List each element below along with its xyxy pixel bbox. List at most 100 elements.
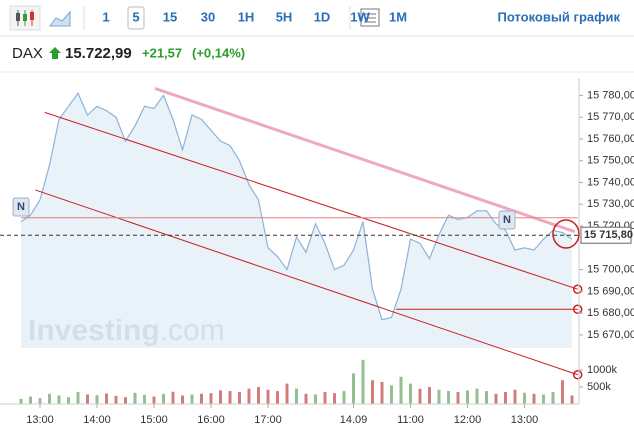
volume-bar bbox=[485, 391, 488, 404]
news-marker-label[interactable]: N bbox=[503, 214, 511, 226]
volume-bar bbox=[304, 393, 308, 404]
volume-bar bbox=[380, 381, 384, 404]
volume-bar bbox=[437, 389, 441, 404]
price: 15.722,99 bbox=[65, 45, 132, 62]
volume-bar bbox=[295, 388, 298, 404]
x-tick-label: 17:00 bbox=[254, 414, 282, 426]
table-icon[interactable] bbox=[360, 8, 380, 27]
volume-bar bbox=[266, 389, 270, 404]
volume-bar bbox=[285, 383, 289, 404]
trendline-end bbox=[572, 284, 583, 294]
y-tick-label: 15 780,00 bbox=[587, 89, 634, 101]
y-tick-label: 15 740,00 bbox=[587, 176, 634, 188]
interval-button[interactable]: 5H bbox=[276, 9, 293, 24]
trendline bbox=[154, 87, 576, 234]
volume-bar bbox=[399, 376, 403, 404]
volume-bar bbox=[542, 394, 545, 404]
volume-bar bbox=[247, 388, 251, 404]
x-tick-label: 12:00 bbox=[454, 414, 482, 426]
streaming-link[interactable]: Потоковый график bbox=[497, 9, 620, 24]
volume-bar bbox=[105, 393, 108, 404]
interval-button[interactable]: 1H bbox=[238, 9, 255, 24]
x-tick-label: 13:00 bbox=[26, 414, 54, 426]
x-tick-label: 14:00 bbox=[83, 414, 111, 426]
trendline-end bbox=[572, 370, 583, 380]
volume-bar bbox=[532, 393, 536, 404]
interval-button[interactable]: 5 bbox=[132, 9, 139, 24]
volume-bar bbox=[513, 389, 517, 404]
y-tick-label: 15 700,00 bbox=[587, 264, 634, 276]
volume-bar bbox=[276, 391, 279, 404]
volume-bar bbox=[456, 392, 460, 404]
y-tick-label: 15 770,00 bbox=[587, 111, 634, 123]
volume-bar bbox=[48, 393, 51, 404]
trendline bbox=[44, 111, 578, 290]
volume-bar bbox=[475, 388, 479, 404]
interval-button[interactable]: 1W bbox=[350, 9, 370, 24]
current-price-box bbox=[580, 226, 632, 244]
change-percent: (+0,14%) bbox=[192, 45, 245, 60]
x-tick-label: 15:00 bbox=[140, 414, 168, 426]
volume-bar bbox=[352, 373, 355, 404]
interval-button[interactable]: 1 bbox=[102, 9, 109, 24]
volume-bar bbox=[219, 390, 222, 404]
volume-bar bbox=[67, 397, 70, 404]
volume-bar bbox=[29, 396, 32, 404]
interval-button[interactable]: 1D bbox=[314, 9, 331, 24]
volume-bar bbox=[390, 385, 393, 404]
volume-bar bbox=[152, 396, 156, 404]
selected-interval bbox=[127, 6, 145, 30]
price-line bbox=[20, 92, 573, 321]
volume-bar bbox=[494, 393, 498, 404]
volume-bar bbox=[314, 394, 317, 404]
volume-bar bbox=[190, 394, 194, 404]
symbol: DAX bbox=[12, 45, 43, 62]
volume-bar bbox=[57, 395, 61, 404]
volume-bar bbox=[551, 392, 555, 404]
volume-bar bbox=[76, 392, 80, 404]
y-tick-label: 15 760,00 bbox=[587, 133, 634, 145]
interval-button[interactable]: 15 bbox=[163, 9, 177, 24]
x-tick-label: 16:00 bbox=[197, 414, 225, 426]
volume-bar bbox=[124, 397, 127, 404]
volume-bar bbox=[228, 391, 232, 404]
volume-bar bbox=[333, 393, 336, 404]
volume-bar bbox=[466, 390, 469, 404]
y-tick-label: 15 690,00 bbox=[587, 285, 634, 297]
area-icon[interactable] bbox=[49, 10, 71, 27]
volume-bar bbox=[181, 395, 184, 404]
change: +21,57 bbox=[142, 45, 182, 60]
volume-bar bbox=[86, 394, 89, 404]
interval-button[interactable]: 1M bbox=[389, 9, 407, 24]
volume-bar bbox=[523, 392, 526, 404]
volume-bar bbox=[143, 394, 146, 404]
volume-bar bbox=[428, 387, 431, 404]
volume-bar bbox=[114, 395, 118, 404]
volume-bar bbox=[409, 383, 412, 404]
current-price-label: 15 715,80 bbox=[584, 229, 633, 241]
up-arrow bbox=[49, 47, 61, 59]
volume-bar bbox=[257, 387, 260, 404]
y-tick-label: 15 680,00 bbox=[587, 307, 634, 319]
news-marker-label[interactable]: N bbox=[17, 201, 25, 213]
volume-bar bbox=[447, 391, 450, 404]
volume-bar bbox=[342, 391, 346, 404]
y2-tick-label: 1000k bbox=[587, 364, 617, 376]
volume-bar bbox=[162, 393, 165, 404]
interval-button[interactable]: 30 bbox=[201, 9, 215, 24]
volume-bar bbox=[418, 388, 422, 404]
news-marker[interactable] bbox=[12, 197, 30, 217]
price-area bbox=[21, 93, 572, 348]
news-marker[interactable] bbox=[498, 210, 516, 230]
y-tick-label: 15 670,00 bbox=[587, 329, 634, 341]
volume-bar bbox=[361, 359, 365, 404]
volume-bar bbox=[171, 391, 175, 404]
volume-bar bbox=[95, 395, 99, 404]
candle-icon[interactable] bbox=[9, 5, 41, 31]
y2-tick-label: 500k bbox=[587, 381, 611, 393]
volume-bar bbox=[504, 392, 507, 404]
volume-bar bbox=[38, 397, 42, 404]
y-tick-label: 15 750,00 bbox=[587, 155, 634, 167]
